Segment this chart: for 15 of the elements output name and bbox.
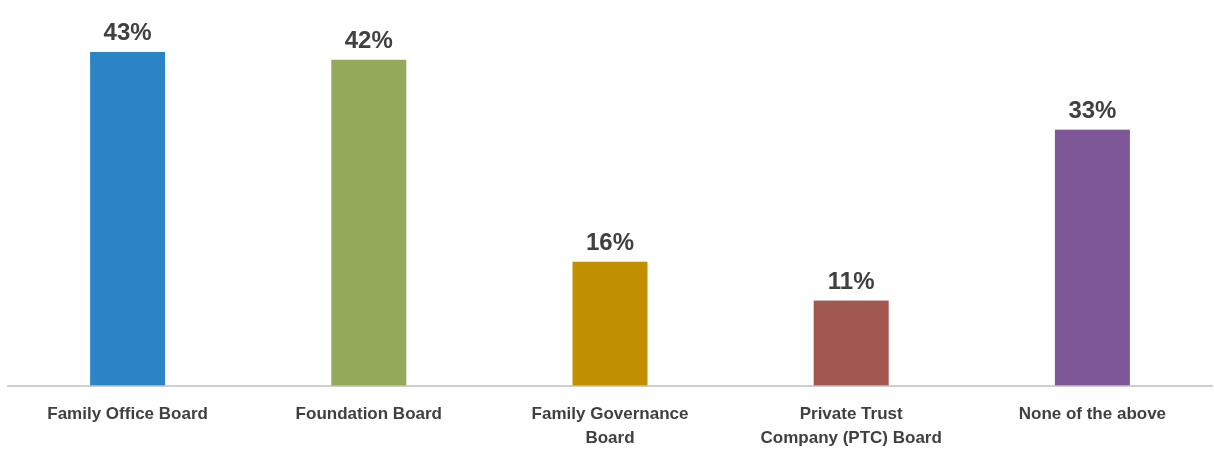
data-label: 33%: [1068, 95, 1117, 123]
bar: [813, 300, 889, 386]
bar: [572, 261, 648, 386]
bar: [90, 52, 166, 386]
x-tick-label: Foundation Board: [295, 404, 442, 423]
x-tick-label: None of the above: [1018, 404, 1167, 423]
x-tick-label: Private Trust Company (PTC) Board: [760, 404, 942, 447]
x-tick-label: Family Office Board: [47, 404, 208, 423]
x-tick-label: Family Governance Board: [531, 404, 689, 447]
data-label: 42%: [344, 25, 393, 53]
bar: [1054, 129, 1130, 386]
data-label: 16%: [585, 227, 635, 255]
data-label: 11%: [827, 266, 875, 294]
data-label: 43%: [103, 18, 152, 45]
bar: [331, 59, 407, 386]
